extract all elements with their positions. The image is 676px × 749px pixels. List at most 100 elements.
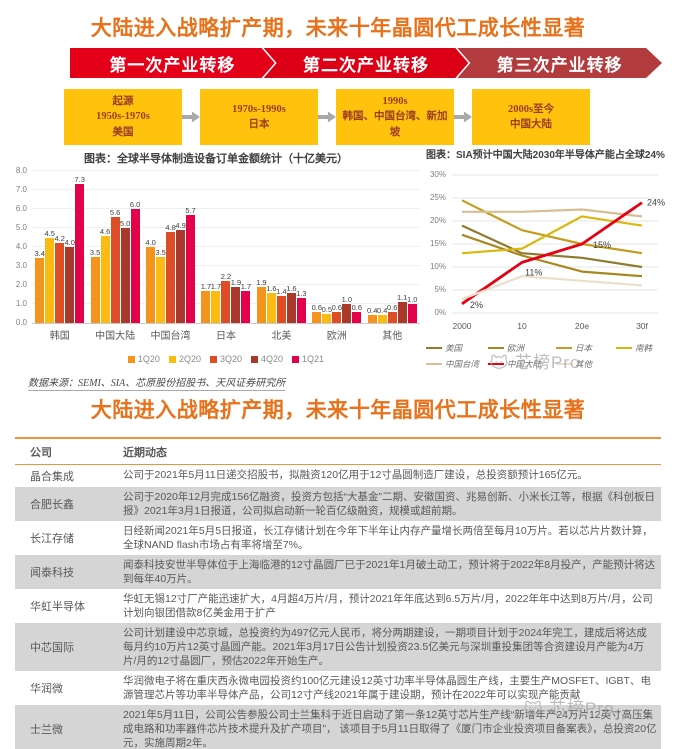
line-x-axis: 2000 10 20e 30f [450, 321, 674, 334]
timeline-box-line: 起源 [112, 96, 134, 108]
bar: 7.3 [74, 175, 85, 323]
table-row: 长江存储 日经新闻2021年5月5日报道，长江存储计划在今年下半年让内存产量增长两… [15, 521, 661, 555]
bar-value-label: 0.5 [321, 304, 333, 314]
bar: 5.6 [110, 208, 120, 323]
bar: 5.7 [185, 206, 196, 323]
legend-label: 其他 [575, 359, 593, 369]
line-value-label: 11% [525, 267, 542, 277]
bar: 4.9 [175, 221, 186, 323]
legend-item: 南韩 [616, 342, 664, 354]
bar-value-label: 1.3 [296, 289, 307, 299]
legend-item: 日本 [556, 342, 614, 354]
bar-group: 4.0 3.5 4.8 4.9 5.7 [145, 171, 196, 323]
bar-group: 1.9 1.6 1.4 1.6 1.3 [256, 171, 307, 323]
bar: 1.9 [256, 278, 267, 323]
legend-label: 1Q20 [137, 354, 160, 364]
y-axis-label: 4.0 [15, 242, 27, 251]
detail-cell: 闻泰科技安世半导体位于上海临港的12寸晶圆厂已于2021年1月破土动工，预计将于… [123, 559, 656, 585]
y-axis-label: 3.0 [15, 261, 27, 270]
detail-cell: 公司于2021年5月11日递交招股书，拟融资120亿用于12寸晶圆制造厂建设，总… [123, 469, 588, 481]
y-axis-label: 0.0 [15, 318, 27, 327]
table-row: 中芯国际 公司计划建设中芯京城，总投资约为497亿元人民币，将分两期建设，一期项目… [15, 623, 661, 671]
bar-legend: 1Q20 2Q20 3Q20 4Q20 1Q21 [32, 354, 420, 364]
line-series [461, 224, 643, 269]
company-cell: 晶合集成 [30, 471, 74, 483]
legend-label: 中国台湾 [445, 359, 480, 369]
bar-category-label: 日本 [215, 331, 236, 342]
bar-category-label: 中国大陆 [95, 331, 136, 342]
bar: 0.6 [387, 303, 397, 323]
legend-swatch [168, 355, 176, 363]
bar: 0.5 [322, 305, 332, 323]
legend-item: 1Q20 [127, 354, 160, 364]
table-header: 公司 近期动态 [15, 437, 661, 465]
table-header-company: 公司 [30, 447, 52, 459]
company-cell: 华虹半导体 [30, 601, 85, 613]
company-cell: 长江存储 [30, 533, 74, 545]
line-chart: 图表：SIA预计中国大陆2030年半导体产能占全球24% 30% 25% 20% 15… [426, 146, 674, 370]
watermark-text: 芯榜Pro [515, 353, 581, 372]
timeline-box-line: 美国 [112, 126, 134, 138]
bar-category-label: 韩国 [49, 331, 70, 342]
timeline-box: 1970s-1990s 日本 [200, 89, 318, 145]
table-row: 闻泰科技 闻泰科技安世半导体位于上海临港的12寸晶圆厂已于2021年1月破土动工，… [15, 555, 661, 589]
bar: 1.7 [201, 282, 211, 323]
legend-swatch [426, 346, 442, 350]
x-axis-label: 20e [574, 321, 590, 331]
bar-value-label: 1.9 [256, 277, 267, 287]
bar-value-label: 1.0 [341, 295, 353, 304]
line-chart-title: 图表：SIA预计中国大陆2030年半导体产能占全球24% [426, 150, 665, 161]
bar: 0.4 [367, 306, 377, 323]
bar-value-label: 1.6 [286, 283, 297, 293]
bar: 1.7 [241, 282, 251, 323]
legend-swatch [488, 346, 504, 350]
legend-label: 2Q20 [178, 354, 201, 364]
line-value-label: 24% [647, 198, 665, 208]
bar-value-label: 4.5 [44, 228, 55, 238]
y-axis-label: 0% [434, 308, 446, 317]
legend-label: 南韩 [635, 343, 653, 353]
bar: 4.2 [54, 234, 65, 323]
legend-swatch [616, 346, 632, 350]
line-value-label: 15% [593, 240, 611, 250]
cat-logo-icon [490, 354, 508, 369]
legend-item: 3Q20 [209, 354, 243, 364]
bar: 3.5 [155, 248, 166, 323]
watermark: 芯榜Pro [520, 694, 614, 719]
bar: 4.8 [165, 223, 176, 323]
bar-value-label: 1.1 [397, 293, 408, 303]
bar: 3.4 [34, 249, 45, 323]
line-series [461, 233, 643, 278]
legend-item: 1Q21 [292, 354, 324, 364]
table-row: 士兰微 2021年5月11日，公司公告参股公司士兰集科于近日启动了第一条12英寸芯… [15, 705, 661, 749]
bar-chart-body: 8.0 7.0 6.0 5.0 4.0 3.0 2.0 1.0 0.0 3.4 4.5 4.2 4.0… [6, 166, 426, 327]
legend-label: 4Q20 [261, 354, 284, 364]
line-series [461, 199, 643, 255]
bar-category-label: 北美 [271, 331, 292, 342]
bar-value-label: 2.2 [220, 272, 232, 282]
detail-cell: 华虹无锡12寸厂产能迅速扩大，4月超4万片/月，预计2021年年底达到6.5万片… [123, 593, 653, 619]
bar: 6.0 [130, 200, 140, 323]
line-series [461, 215, 643, 255]
bar-y-axis: 8.0 7.0 6.0 5.0 4.0 3.0 2.0 1.0 0.0 [6, 166, 32, 327]
x-axis-label: 30f [636, 321, 648, 331]
x-axis-label: 2000 [452, 321, 472, 331]
timeline-box-line: 日本 [248, 119, 270, 130]
timeline-box: 2000s至今 中国大陆 [472, 89, 590, 145]
legend-item: 其他 [556, 358, 614, 370]
line-y-axis: 30% 25% 20% 15% 10% 5% 0% [426, 170, 450, 321]
bar-chart: 图表：全球半导体制造设备订单金额统计（十亿美元） 8.0 7.0 6.0 5.0 4.0… [6, 150, 426, 364]
detail-cell: 公司于2020年12月完成156亿融资，投资方包括“大基金”二期、安徽国资、兆易… [123, 491, 656, 517]
company-cell: 华润微 [30, 683, 63, 695]
bar: 2.2 [221, 272, 231, 323]
legend-swatch [426, 362, 442, 366]
bar: 3.5 [90, 248, 100, 323]
bar-value-label: 1.4 [276, 287, 287, 297]
bar: 0.6 [332, 303, 342, 323]
bar-value-label: 1.7 [200, 281, 212, 291]
legend-label: 3Q20 [219, 354, 243, 364]
detail-cell: 公司计划建设中芯京城，总投资约为497亿元人民币，将分两期建设，一期项目计划于2… [123, 627, 647, 667]
line-value-label: 2% [470, 300, 483, 310]
bar-chart-title: 图表：全球半导体制造设备订单金额统计（十亿美元） [84, 153, 348, 165]
legend-label: 日本 [575, 343, 593, 353]
